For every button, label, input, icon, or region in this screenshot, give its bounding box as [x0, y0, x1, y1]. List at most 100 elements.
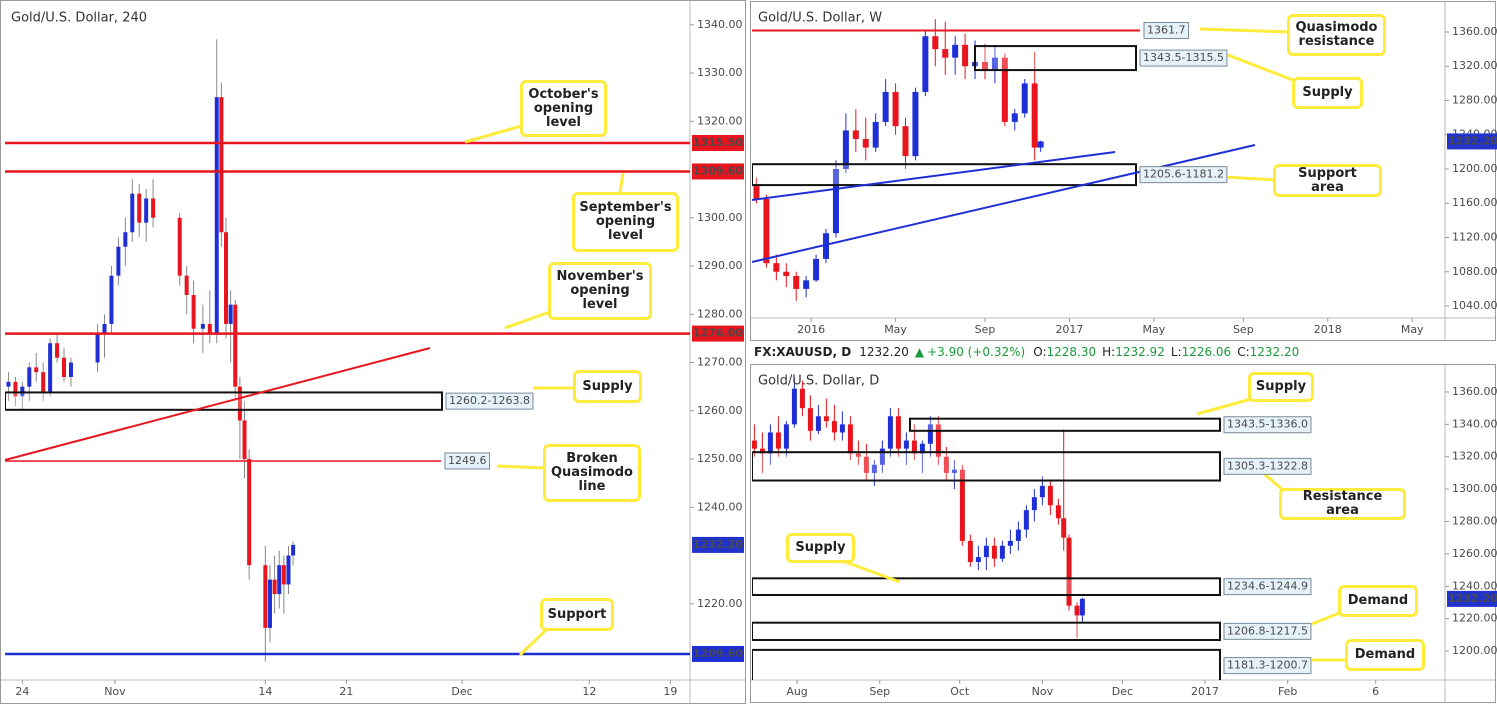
candle-body [263, 565, 268, 628]
callout: Support [540, 598, 614, 631]
y-tick-label: 1270.00 [697, 356, 743, 369]
panel-border [750, 364, 1496, 703]
x-tick-label: 2017 [1055, 323, 1083, 336]
x-tick-label: 2016 [797, 323, 825, 336]
x-tick-label: Aug [786, 685, 807, 698]
candle-body [842, 130, 849, 169]
candle-body [783, 424, 789, 449]
candle-body [935, 424, 941, 457]
callout: Supply [786, 533, 855, 563]
y-tick-label: 1260.00 [697, 404, 743, 417]
candle-body [102, 323, 107, 334]
x-tick-label: 14 [258, 685, 272, 698]
axis-level-label: 1315.50 [693, 136, 743, 149]
candle-body [815, 416, 821, 431]
candle-body [895, 416, 901, 449]
candle-body [882, 91, 889, 122]
zone [5, 391, 443, 411]
trendline [751, 151, 1116, 201]
candle-body [831, 421, 837, 433]
candle-body [242, 420, 247, 460]
y-tick-label: 1250.00 [697, 452, 743, 465]
x-tick-label: May [1401, 323, 1424, 336]
y-tick-label: 1200.00 [1452, 644, 1497, 657]
candle-body [775, 432, 781, 449]
candle-body [903, 440, 909, 449]
x-tick-label: Dec [1112, 685, 1133, 698]
candle-body [983, 545, 989, 558]
candle-body [783, 271, 790, 277]
candle-body [773, 263, 780, 272]
field-value: 1228.30 [1047, 345, 1097, 359]
y-tick-label: 1300.00 [1452, 482, 1497, 495]
callout: Resistance area [1279, 488, 1406, 520]
x-tick-label: Nov [104, 685, 126, 698]
candle-body [852, 130, 859, 140]
x-tick-label: May [884, 323, 907, 336]
candle-body [862, 139, 869, 148]
axis-level-label: 1276.00 [693, 327, 743, 340]
y-tick-label: 1320.00 [1452, 450, 1497, 463]
candle-body [151, 198, 156, 218]
y-tick-label: 1340.00 [697, 18, 743, 31]
candle-body [887, 416, 893, 449]
candle-body [879, 448, 885, 465]
zone-label-box [1223, 457, 1312, 475]
y-tick-label: 1160.00 [1452, 196, 1497, 209]
candle-body [68, 362, 73, 377]
zone-label-box [1223, 416, 1312, 434]
candle-body [214, 97, 219, 334]
x-tick-label: 12 [582, 685, 596, 698]
candle-body [951, 469, 957, 473]
candle-body [27, 367, 32, 387]
x-tick-label: 6 [1372, 685, 1379, 698]
y-tick-label: 1280.00 [697, 307, 743, 320]
callout-pointer [518, 626, 550, 657]
candle-body [942, 49, 949, 58]
candle-body [839, 424, 845, 433]
candle-body [855, 453, 861, 457]
level-label-box [1143, 22, 1189, 40]
zone [752, 451, 1221, 482]
change: +3.90 (+0.32%) [927, 345, 1025, 359]
candle-body [1001, 57, 1008, 122]
up-arrow: ▲ [915, 345, 925, 359]
zone-label: 1260.2-1263.8 [449, 394, 530, 407]
y-tick-label: 1080.00 [1452, 265, 1497, 278]
axis-level-box [692, 163, 744, 180]
candle-body [912, 91, 919, 157]
candle-body [267, 579, 272, 628]
callout-pointer [1311, 610, 1343, 626]
zone-label: 1305.3-1322.8 [1227, 459, 1308, 472]
candle-body [892, 91, 899, 127]
zone-label: 1343.5-1315.5 [1143, 51, 1224, 64]
quote-bar: FX:XAUUSD, D 1232.20 ▲ +3.90 (+0.32%) O:1228… [754, 345, 1299, 359]
last-price-label: 1232.20 [693, 538, 743, 551]
level-label: 1249.6 [448, 454, 487, 467]
candle-body [219, 97, 224, 233]
candle-body [184, 275, 189, 295]
zone [752, 577, 1221, 596]
y-tick-label: 1290.00 [697, 259, 743, 272]
candle-body [763, 198, 770, 264]
field-value: 1232.92 [1115, 345, 1165, 359]
candle-body [1023, 510, 1029, 530]
candle-body [863, 456, 869, 473]
candle-body [999, 545, 1005, 559]
y-tick-label: 1340.00 [1452, 417, 1497, 430]
candle-body [1011, 113, 1018, 122]
candle-body [943, 456, 949, 473]
zone [752, 648, 1221, 680]
x-tick-label: Feb [1278, 685, 1297, 698]
y-tick-label: 1360.00 [1452, 25, 1497, 38]
candle-body [803, 280, 810, 289]
price: 1232.20 [859, 345, 909, 359]
callout-pointer [1199, 27, 1291, 34]
zone [974, 45, 1137, 72]
candle-body [95, 333, 100, 363]
candle-body [277, 565, 282, 595]
callout: Demand [1345, 639, 1425, 671]
x-tick-label: Sep [1233, 323, 1254, 336]
candle-body [1021, 83, 1028, 114]
